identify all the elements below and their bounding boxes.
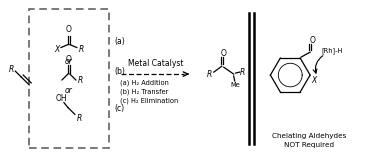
Text: [Rh]-H: [Rh]-H — [321, 47, 342, 54]
Text: R: R — [78, 76, 84, 85]
Text: O: O — [221, 49, 227, 58]
Text: X: X — [311, 76, 317, 85]
Text: R: R — [240, 68, 245, 77]
Text: or: or — [65, 57, 73, 66]
Text: Metal Catalyst: Metal Catalyst — [129, 59, 184, 68]
Text: NOT Required: NOT Required — [284, 142, 334, 148]
Text: Chelating Aldehydes: Chelating Aldehydes — [272, 133, 346, 139]
Text: Me: Me — [231, 82, 240, 88]
Text: O: O — [66, 55, 72, 64]
Text: R: R — [77, 114, 82, 123]
Text: R: R — [207, 70, 212, 79]
Text: or: or — [65, 86, 73, 95]
Text: (b): (b) — [115, 67, 125, 76]
Text: (c) H₂ Elimination: (c) H₂ Elimination — [119, 97, 178, 104]
Text: O: O — [309, 36, 315, 45]
Text: O: O — [66, 25, 72, 34]
Text: (a): (a) — [115, 37, 125, 46]
Text: R: R — [79, 45, 84, 54]
Text: (c): (c) — [115, 104, 125, 113]
Text: X: X — [54, 45, 60, 54]
Text: (a) H₂ Addition: (a) H₂ Addition — [119, 80, 168, 86]
Text: (b) H₂ Transfer: (b) H₂ Transfer — [119, 89, 168, 95]
Text: OH: OH — [55, 94, 67, 103]
Text: R: R — [9, 65, 14, 74]
